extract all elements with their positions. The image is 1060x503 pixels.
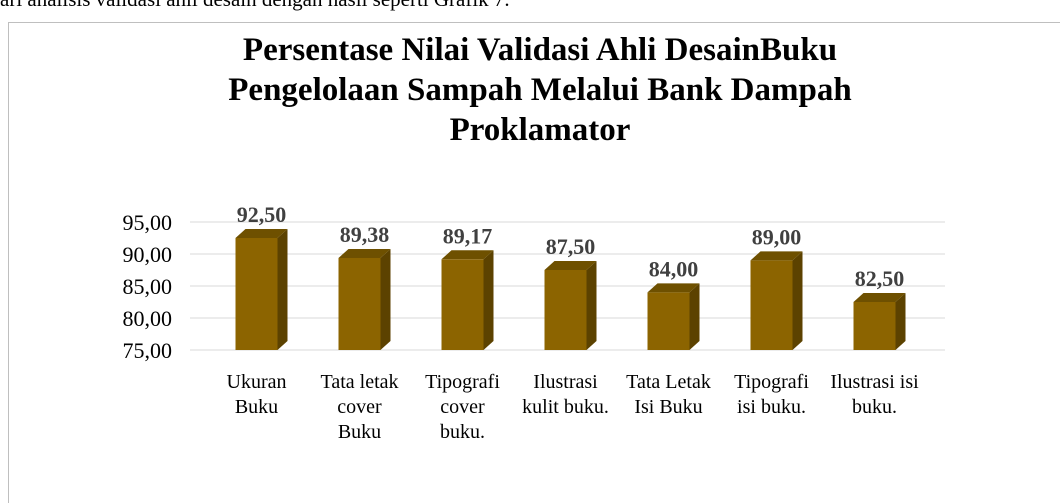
bar-side xyxy=(277,229,288,350)
chart-frame xyxy=(8,22,1060,503)
bar xyxy=(544,261,597,350)
text-line: ari analisis validasi ahli desain dengan… xyxy=(0,0,510,12)
bar xyxy=(441,250,494,350)
x-tick-label: Ukuran Buku xyxy=(226,371,287,418)
bar-front xyxy=(441,259,484,350)
value-label: 84,00 xyxy=(649,256,699,281)
bar-front xyxy=(338,257,381,350)
y-tick-label: 90,00 xyxy=(123,242,173,267)
bar-front xyxy=(853,302,896,350)
value-label: 92,50 xyxy=(237,202,287,227)
x-tick-label: Tata letak cover Buku xyxy=(320,371,399,443)
bar-front xyxy=(647,292,690,350)
chart-title: Pengelolaan Sampah Melalui Bank Dampah xyxy=(228,72,851,108)
x-tick-label: Tipografi cover buku. xyxy=(425,371,500,443)
value-label: 89,00 xyxy=(752,224,802,249)
bar-side xyxy=(586,261,597,350)
chart-title: Proklamator xyxy=(450,112,631,148)
bar-side xyxy=(792,251,803,350)
x-tick-label: Tipografi isi buku. xyxy=(734,371,809,418)
x-tick-label: Ilustrasi isi buku. xyxy=(830,371,919,418)
y-tick-label: 75,00 xyxy=(123,338,173,363)
bar-top xyxy=(235,229,288,238)
bar-side xyxy=(380,248,391,350)
bar xyxy=(750,251,803,350)
x-tick-label: Ilustrasi kulit buku. xyxy=(522,371,609,418)
x-tick-label: Tata Letak Isi Buku xyxy=(626,371,711,418)
bar-front xyxy=(750,260,793,350)
value-label: 89,38 xyxy=(340,222,390,247)
bar xyxy=(853,293,906,350)
value-label: 82,50 xyxy=(855,266,905,291)
bar xyxy=(338,248,391,350)
y-tick-label: 80,00 xyxy=(123,306,173,331)
value-label: 89,17 xyxy=(443,223,493,248)
bar-side xyxy=(483,250,494,350)
bar-side xyxy=(895,293,906,350)
bar-side xyxy=(689,283,700,350)
bar-top xyxy=(544,261,597,270)
bar-top xyxy=(750,251,803,261)
bar xyxy=(647,283,700,350)
bar-front xyxy=(235,238,278,350)
bar xyxy=(235,229,288,350)
bar-top xyxy=(853,293,906,302)
chart-title: Persentase Nilai Validasi Ahli DesainBuk… xyxy=(243,32,837,68)
bar-top xyxy=(338,248,391,258)
bar-top xyxy=(647,283,700,293)
value-label: 87,50 xyxy=(546,234,596,259)
y-tick-label: 95,00 xyxy=(123,210,173,235)
bar-top xyxy=(441,250,494,260)
bar-front xyxy=(544,270,587,350)
y-tick-label: 85,00 xyxy=(123,274,173,299)
